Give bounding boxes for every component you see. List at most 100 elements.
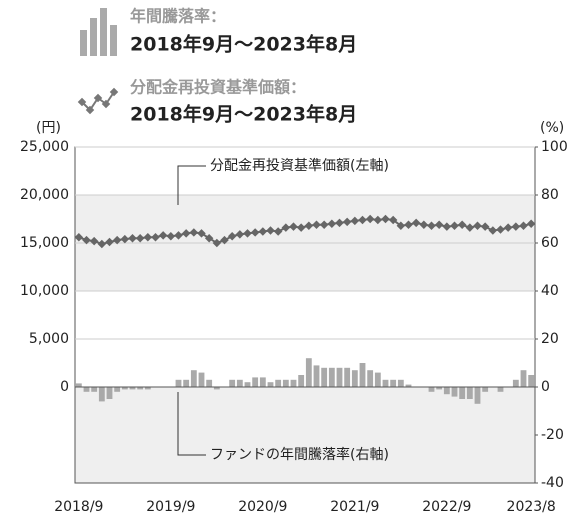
bar — [190, 370, 197, 387]
marker — [128, 233, 137, 243]
bar — [290, 379, 297, 387]
y2-tick-label: -40 — [541, 475, 564, 491]
marker — [189, 228, 199, 237]
marker — [89, 236, 99, 246]
legend-line-name: 分配金再投資基準価額： — [130, 78, 306, 97]
bar — [390, 379, 397, 387]
marker — [503, 223, 513, 232]
bar — [359, 363, 366, 387]
marker — [381, 214, 390, 224]
marker — [457, 220, 467, 230]
bar — [351, 370, 358, 387]
marker — [358, 215, 367, 225]
marker — [243, 229, 252, 238]
bar — [229, 379, 236, 387]
marker — [220, 235, 229, 245]
legend-bar-icon — [80, 8, 117, 56]
marker — [97, 239, 107, 249]
bar — [252, 377, 259, 387]
marker — [450, 221, 459, 230]
bar — [275, 379, 282, 387]
bar — [91, 387, 98, 392]
bar — [367, 370, 374, 387]
bar — [313, 365, 320, 387]
legend-bar-period: 2018年9月～2023年8月 — [130, 33, 357, 56]
bar — [267, 382, 274, 387]
bar — [459, 387, 466, 399]
marker — [181, 229, 191, 238]
marker — [411, 218, 421, 228]
bar — [451, 387, 458, 397]
marker — [442, 222, 452, 231]
marker — [350, 216, 360, 226]
bar — [213, 387, 220, 390]
marker — [312, 220, 321, 230]
y2-tick-label: 60 — [541, 235, 559, 251]
bar — [382, 379, 389, 387]
bar — [75, 383, 82, 387]
bar — [466, 387, 473, 399]
marker — [404, 220, 413, 230]
leader-line — [177, 392, 206, 456]
marker — [419, 220, 429, 230]
marker — [151, 232, 160, 242]
marker — [473, 221, 482, 230]
marker — [250, 228, 260, 237]
bar — [428, 387, 435, 392]
marker — [327, 219, 337, 229]
marker — [235, 230, 245, 239]
bar — [482, 387, 489, 392]
bar — [144, 387, 151, 390]
x-tick-label: 2021/9 — [330, 499, 379, 515]
marker — [480, 222, 490, 231]
bar — [397, 379, 404, 387]
bar — [328, 367, 335, 387]
bar — [244, 382, 251, 387]
marker — [289, 222, 298, 231]
annotation: ファンドの年間騰落率(右軸) — [210, 446, 389, 463]
marker — [281, 223, 291, 232]
marker — [373, 215, 383, 225]
marker — [74, 232, 84, 242]
bar — [121, 387, 128, 390]
bar — [443, 387, 450, 395]
bar — [528, 375, 535, 387]
y2-tick-label: 20 — [541, 331, 559, 347]
marker — [204, 233, 214, 243]
x-tick-label: 2020/9 — [238, 499, 287, 515]
bar — [474, 387, 481, 404]
marker — [166, 232, 176, 241]
marker — [388, 215, 398, 225]
legend-bar-name: 年間騰落率： — [130, 7, 226, 26]
marker — [112, 235, 122, 245]
bar — [336, 367, 343, 387]
bar — [83, 387, 90, 392]
y2-axis-label: (%) — [540, 120, 564, 136]
marker — [258, 227, 268, 236]
y-axis-label: (円) — [36, 120, 61, 136]
marker — [266, 226, 275, 235]
bar — [129, 387, 136, 390]
bar — [137, 387, 144, 390]
marker — [496, 225, 505, 234]
y2-tick-label: -20 — [541, 427, 564, 443]
y-tick-label: 25,000 — [20, 139, 69, 155]
marker — [273, 227, 283, 236]
marker — [227, 232, 237, 241]
marker — [319, 220, 329, 230]
y-tick-label: 20,000 — [20, 187, 69, 203]
annotation: 分配金再投資基準価額(左軸) — [210, 157, 389, 174]
bar — [436, 387, 443, 390]
y2-tick-label: 100 — [541, 139, 568, 155]
y2-tick-label: 0 — [541, 379, 550, 395]
marker — [365, 214, 375, 224]
marker — [465, 223, 475, 232]
bar — [206, 379, 213, 387]
bar — [175, 379, 182, 387]
bar — [321, 367, 328, 387]
legend-line-period: 2018年9月～2023年8月 — [130, 103, 357, 126]
bar — [520, 370, 527, 387]
y-tick-label: 15,000 — [20, 235, 69, 251]
y-tick-label: 10,000 — [20, 283, 69, 299]
x-tick-label: 2018/9 — [54, 499, 103, 515]
